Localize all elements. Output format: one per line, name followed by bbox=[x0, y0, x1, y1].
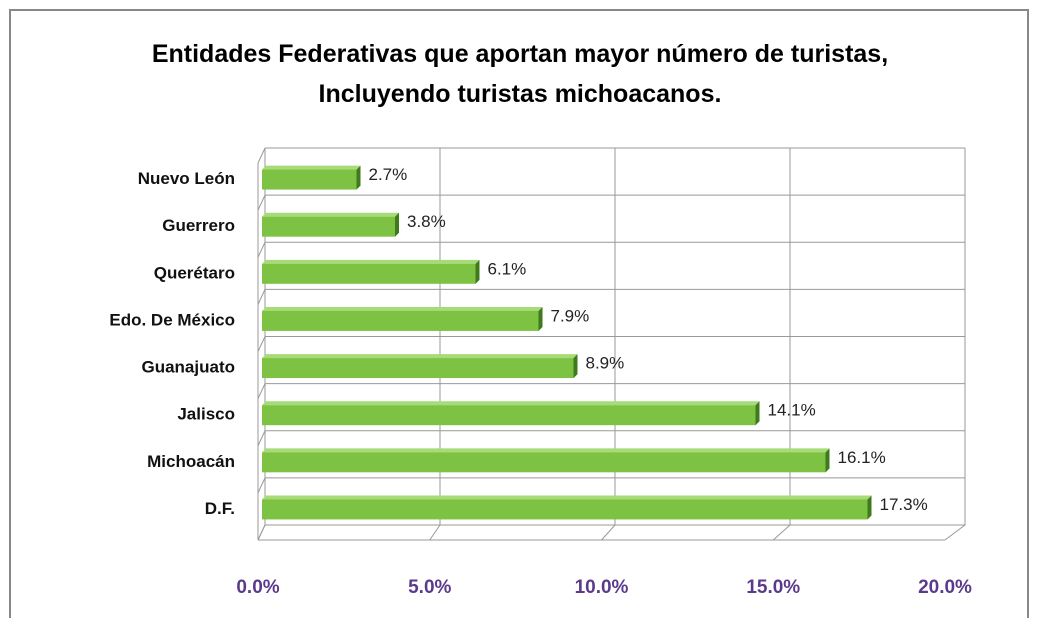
value-label: 8.9% bbox=[586, 354, 625, 373]
value-label: 3.8% bbox=[407, 212, 446, 231]
side-line bbox=[257, 289, 266, 305]
y-tick-label: Nuevo León bbox=[138, 169, 235, 188]
grid-line bbox=[772, 148, 791, 541]
value-label: 17.3% bbox=[880, 495, 928, 514]
value-label: 7.9% bbox=[551, 306, 590, 325]
x-tick-label: 20.0% bbox=[918, 577, 972, 598]
x-tick-label: 0.0% bbox=[236, 577, 279, 598]
y-tick-label: Querétaro bbox=[154, 263, 235, 282]
bar bbox=[262, 306, 543, 331]
value-label: 2.7% bbox=[369, 165, 408, 184]
bar bbox=[262, 354, 578, 379]
grid-line bbox=[944, 148, 966, 541]
side-line bbox=[257, 383, 266, 399]
bar bbox=[262, 448, 830, 473]
bar bbox=[262, 212, 399, 237]
chart-title: Entidades Federativas que aportan mayor … bbox=[151, 40, 889, 108]
value-label: 14.1% bbox=[768, 401, 816, 420]
side-line bbox=[257, 147, 266, 164]
grid-line bbox=[429, 148, 441, 541]
bar bbox=[262, 165, 361, 190]
side-line bbox=[257, 242, 266, 258]
bar bbox=[262, 401, 760, 426]
y-tick-label: Jalisco bbox=[177, 405, 235, 424]
side-line bbox=[257, 194, 266, 211]
bar bbox=[262, 259, 480, 284]
y-tick-label: Edo. De México bbox=[109, 310, 235, 329]
grid-line bbox=[601, 148, 616, 541]
side-line bbox=[257, 336, 266, 352]
bar bbox=[262, 495, 872, 520]
side-line bbox=[257, 430, 266, 446]
y-tick-label: Guerrero bbox=[162, 216, 235, 235]
x-tick-label: 5.0% bbox=[408, 577, 451, 598]
x-tick-label: 10.0% bbox=[575, 577, 629, 598]
side-line bbox=[257, 477, 266, 494]
y-tick-label: Michoacán bbox=[147, 452, 235, 471]
frame bbox=[9, 9, 1029, 618]
x-tick-label: 15.0% bbox=[746, 577, 800, 598]
value-label: 16.1% bbox=[838, 448, 886, 467]
y-tick-label: D.F. bbox=[205, 499, 235, 518]
y-tick-label: Guanajuato bbox=[141, 358, 235, 377]
value-label: 6.1% bbox=[488, 259, 527, 278]
